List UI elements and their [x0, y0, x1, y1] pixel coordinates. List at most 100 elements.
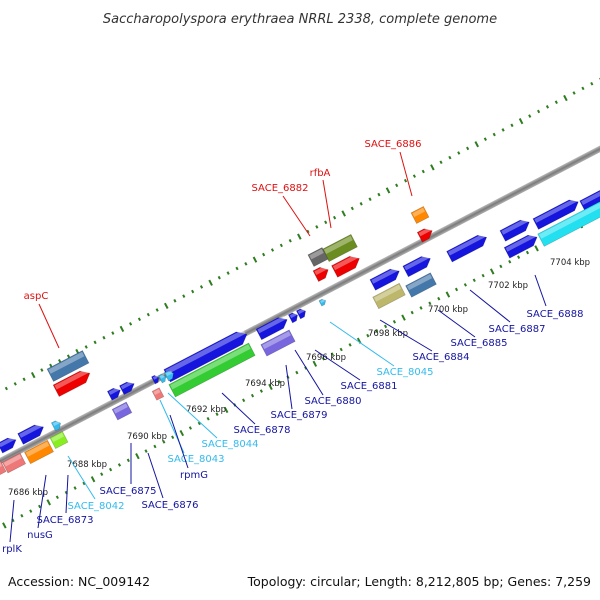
- gene-box[interactable]: [46, 350, 90, 382]
- callout-leader-line: [322, 179, 332, 229]
- gene-arrow[interactable]: [0, 435, 19, 454]
- ring-dot: [2, 522, 7, 529]
- gene-arrow[interactable]: [446, 232, 490, 263]
- gene-arrow[interactable]: [503, 232, 540, 259]
- callout-leader-line: [38, 303, 60, 349]
- gene-box[interactable]: [372, 282, 406, 310]
- gene-arrow[interactable]: [17, 422, 47, 445]
- gene-box[interactable]: [111, 401, 133, 421]
- ring-dot: [401, 314, 406, 321]
- gene-box[interactable]: [24, 439, 54, 465]
- gene-label-sace_6878[interactable]: SACE_6878: [234, 425, 291, 436]
- gene-arrow[interactable]: [106, 386, 122, 401]
- ring-dot: [40, 368, 44, 372]
- gene-label-nusg[interactable]: nusG: [27, 530, 53, 541]
- rna-arrow[interactable]: [163, 369, 175, 382]
- gene-label-rpmg[interactable]: rpmG: [180, 470, 208, 481]
- ring-dot: [191, 289, 195, 294]
- gene-label-sace_6873[interactable]: SACE_6873: [37, 515, 94, 526]
- callout-leader-line: [437, 309, 476, 338]
- ring-dot: [188, 426, 192, 430]
- gene-arrow[interactable]: [287, 311, 299, 324]
- gene-box[interactable]: [49, 431, 69, 449]
- ring-dot: [324, 220, 328, 225]
- gene-box[interactable]: [260, 329, 296, 357]
- gene-label-sace_6885[interactable]: SACE_6885: [451, 338, 508, 349]
- ring-dot: [109, 467, 113, 472]
- gene-arrow[interactable]: [312, 264, 331, 282]
- ring-dot: [206, 416, 210, 421]
- ring-dot: [208, 279, 213, 286]
- gene-arrow[interactable]: [151, 374, 160, 385]
- gene-label-sace_6881[interactable]: SACE_6881: [341, 381, 398, 392]
- gene-box[interactable]: [410, 206, 430, 224]
- gene-arrow[interactable]: [331, 253, 363, 278]
- gene-label-sace_6888[interactable]: SACE_6888: [527, 309, 584, 320]
- rna-arrow[interactable]: [158, 373, 167, 384]
- gene-arrow[interactable]: [402, 253, 433, 278]
- ring-dot: [90, 476, 96, 483]
- gene-box[interactable]: [168, 342, 256, 398]
- ring-dot: [545, 105, 550, 109]
- ring-dot: [428, 301, 432, 306]
- ring-dot: [164, 302, 169, 309]
- gene-label-sace_6879[interactable]: SACE_6879: [271, 410, 328, 421]
- gene-arrow[interactable]: [369, 266, 402, 291]
- ring-dot: [171, 435, 175, 440]
- ring-dot: [341, 210, 346, 217]
- ring-dot: [197, 421, 201, 426]
- gene-arrow[interactable]: [255, 314, 290, 341]
- ring-dot: [135, 453, 140, 460]
- ring-dot: [339, 347, 343, 352]
- ring-dot: [554, 100, 558, 105]
- gene-label-sace_6876[interactable]: SACE_6876: [142, 500, 199, 511]
- gene-box[interactable]: [1, 452, 27, 474]
- ring-dot: [385, 187, 391, 194]
- gene-label-sace_6880[interactable]: SACE_6880: [305, 396, 362, 407]
- ring-dot: [30, 371, 36, 379]
- gene-label-sace_6884[interactable]: SACE_6884: [413, 352, 470, 363]
- ring-dot: [49, 363, 53, 368]
- ring-dot: [333, 215, 337, 220]
- ring-dot: [137, 317, 142, 322]
- gene-label-sace_8043[interactable]: SACE_8043: [168, 454, 225, 465]
- gene-label-sace_8045[interactable]: SACE_8045: [377, 367, 434, 378]
- ring-dot: [155, 308, 159, 312]
- ring-dot: [366, 333, 370, 338]
- ring-dot: [252, 256, 258, 263]
- gene-arrow[interactable]: [416, 226, 434, 243]
- ring-dot: [259, 389, 263, 393]
- gene-label-sace_6886[interactable]: SACE_6886: [365, 139, 422, 150]
- gene-box[interactable]: [537, 201, 600, 247]
- rna-arrow[interactable]: [50, 419, 62, 432]
- gene-label-rfba[interactable]: rfbA: [310, 168, 331, 179]
- gene-arrow[interactable]: [499, 217, 532, 242]
- gene-box[interactable]: [0, 460, 7, 478]
- gene-label-aspc[interactable]: aspC: [24, 291, 49, 302]
- gene-box[interactable]: [151, 387, 165, 401]
- ring-dot: [534, 245, 539, 252]
- ring-dot: [102, 335, 106, 340]
- gene-box[interactable]: [307, 247, 329, 267]
- gene-label-sace_6882[interactable]: SACE_6882: [252, 183, 309, 194]
- ring-dot: [117, 463, 122, 467]
- gene-box[interactable]: [405, 272, 437, 298]
- ring-dot: [119, 325, 125, 333]
- callout-leader-line: [9, 499, 15, 543]
- callout-leader-line: [67, 455, 96, 500]
- ring-dot: [58, 359, 62, 363]
- gene-label-sace_8044[interactable]: SACE_8044: [202, 439, 259, 450]
- ring-dot: [474, 141, 480, 148]
- ring-dot: [66, 354, 71, 358]
- gene-label-sace_6875[interactable]: SACE_6875: [100, 486, 157, 497]
- gene-arrow[interactable]: [119, 379, 136, 396]
- gene-label-sace_8042[interactable]: SACE_8042: [68, 501, 125, 512]
- ring-dot: [419, 306, 423, 310]
- gene-arrow[interactable]: [52, 367, 93, 397]
- callout-leader-line: [379, 319, 433, 352]
- gene-arrow[interactable]: [532, 197, 581, 230]
- gene-label-rplk[interactable]: rplK: [2, 544, 22, 555]
- gene-label-sace_6887[interactable]: SACE_6887: [489, 324, 546, 335]
- rna-arrow[interactable]: [318, 298, 327, 307]
- gene-arrow[interactable]: [295, 307, 307, 320]
